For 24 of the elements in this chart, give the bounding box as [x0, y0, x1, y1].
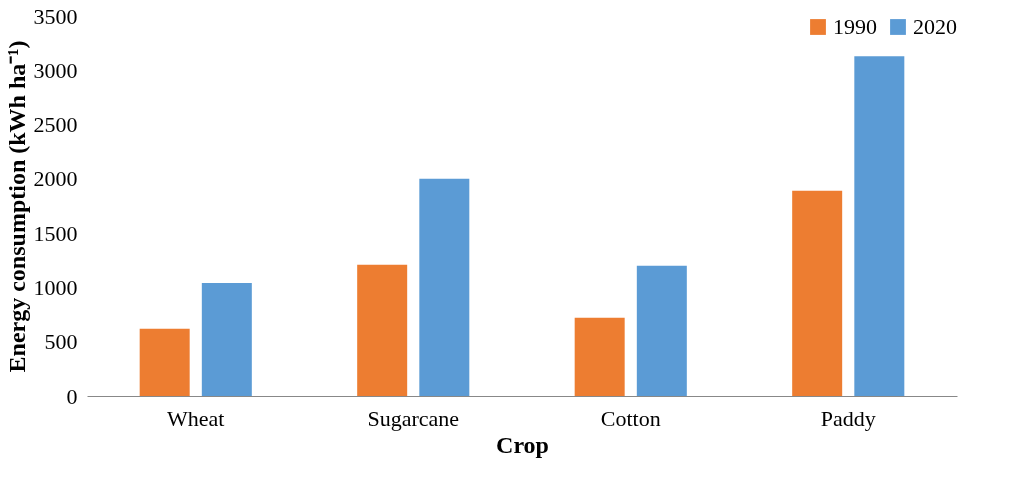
y-tick-label: 500	[44, 329, 78, 355]
x-tick-label: Paddy	[820, 405, 876, 431]
y-tick-label: 1000	[33, 274, 78, 300]
y-tick-label: 2000	[33, 166, 78, 192]
x-tick-label: Cotton	[600, 405, 661, 431]
x-axis-title: Crop	[496, 431, 549, 458]
legend-label: 1990	[833, 14, 877, 39]
x-tick-label: Wheat	[167, 405, 225, 431]
bar	[792, 190, 843, 396]
bar	[854, 56, 905, 396]
bar	[139, 328, 190, 396]
x-tick-label: Sugarcane	[367, 405, 460, 431]
y-tick-label: 0	[66, 383, 78, 409]
bar	[201, 283, 252, 396]
y-tick-label: 3500	[33, 3, 78, 29]
bar	[636, 265, 687, 396]
y-axis-title: Energy consumption (kWh ha⁻¹)	[3, 40, 30, 373]
y-tick-label: 2500	[33, 112, 78, 138]
legend-label: 2020	[913, 14, 957, 39]
bar	[357, 264, 408, 396]
bar	[574, 317, 625, 396]
bar	[419, 178, 470, 396]
y-tick-label: 1500	[33, 220, 78, 246]
y-tick-label: 3000	[33, 57, 78, 83]
